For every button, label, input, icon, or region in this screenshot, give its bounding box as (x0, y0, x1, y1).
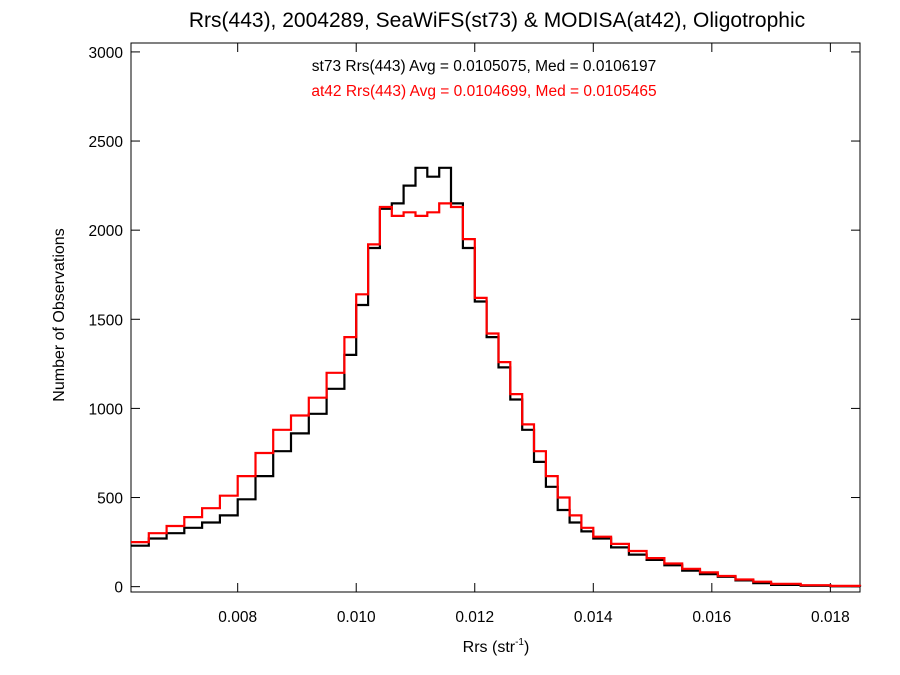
x-axis-label: Rrs (str-1) (463, 637, 530, 656)
legend-stats-st73: st73 Rrs(443) Avg = 0.0105075, Med = 0.0… (312, 58, 656, 75)
series-st73-line (131, 166, 862, 588)
y-tick-label: 500 (97, 491, 123, 508)
y-tick-label: 1500 (89, 312, 124, 329)
x-axis-label-main: Rrs (str (463, 639, 516, 656)
x-tick-label: 0.018 (811, 609, 850, 626)
plot-frame (130, 42, 861, 593)
series-layer (131, 166, 862, 588)
x-tick-label: 0.014 (574, 609, 613, 626)
series-at42-line (131, 202, 862, 587)
y-tick-label: 3000 (89, 45, 124, 62)
x-tick-label: 0.008 (218, 609, 257, 626)
x-axis-label-suffix: ) (524, 639, 529, 656)
y-axis-label: Number of Observations (51, 228, 68, 401)
y-tick-label: 2500 (89, 134, 124, 151)
x-tick-label: 0.012 (455, 609, 494, 626)
x-tick-label: 0.010 (337, 609, 376, 626)
y-tick-label: 0 (114, 580, 123, 597)
x-tick-label: 0.016 (692, 609, 731, 626)
x-axis-label-sup: -1 (515, 637, 524, 648)
legend-stats-at42: at42 Rrs(443) Avg = 0.0104699, Med = 0.0… (311, 83, 656, 100)
chart-title: Rrs(443), 2004289, SeaWiFS(st73) & MODIS… (189, 9, 805, 32)
axis-ticks: 0.008 0.010 0.012 0.014 0.016 0.018 0 500 1000 15… (89, 43, 860, 626)
y-tick-label: 1000 (89, 401, 124, 418)
y-tick-label: 2000 (89, 223, 124, 240)
